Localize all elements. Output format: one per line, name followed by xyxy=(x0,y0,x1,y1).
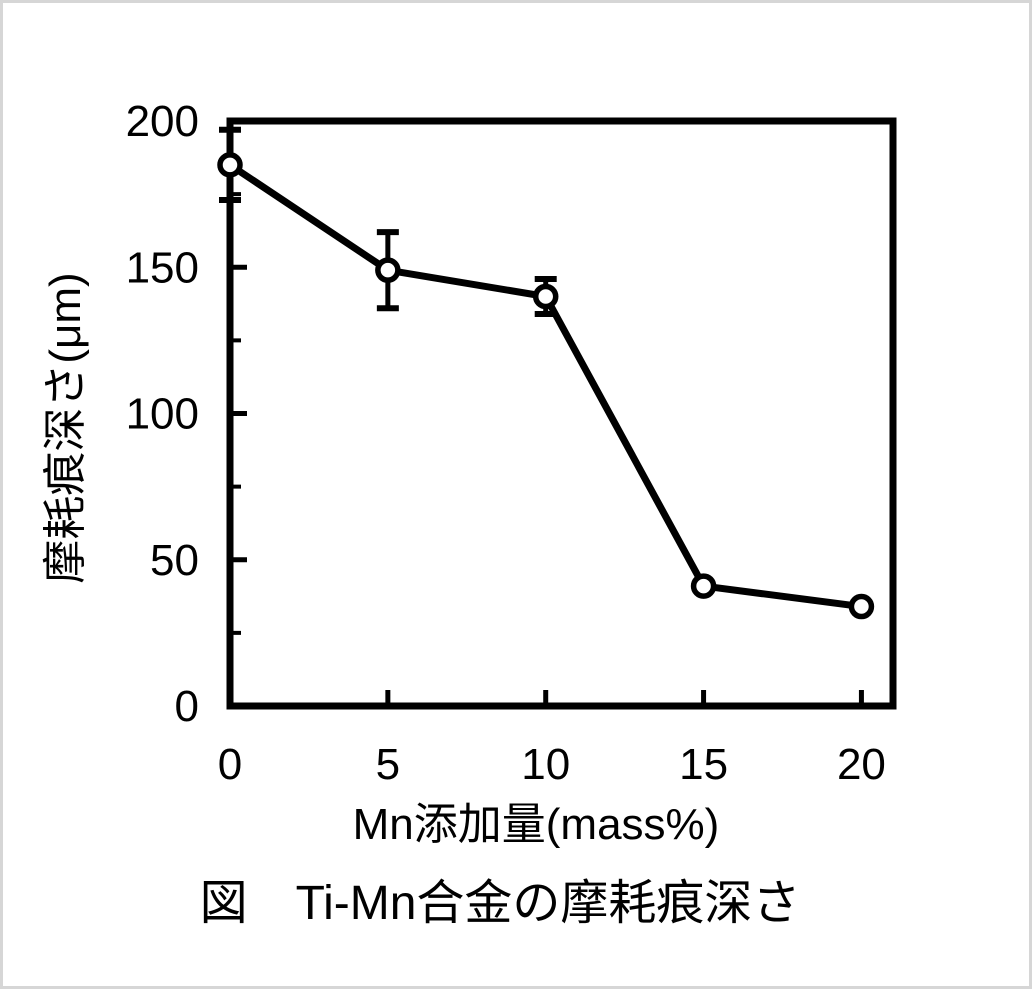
y-tick-label: 200 xyxy=(126,97,199,146)
x-tick-label: 20 xyxy=(837,740,886,789)
figure-caption: 図 Ti-Mn合金の摩耗痕深さ xyxy=(199,877,801,930)
data-point-marker xyxy=(848,593,875,620)
plot-frame xyxy=(226,117,897,710)
y-tick-label: 0 xyxy=(175,682,199,731)
y-tick-label: 100 xyxy=(126,390,199,439)
y-axis-title: 摩耗痕深さ(μm) xyxy=(41,272,90,584)
x-tick-label: 10 xyxy=(521,740,570,789)
x-tick-label: 0 xyxy=(218,740,242,789)
data-point-marker xyxy=(690,573,717,599)
y-tick-label: 150 xyxy=(126,243,199,292)
data-line xyxy=(228,161,862,611)
data-point-marker xyxy=(217,152,243,178)
x-tick-label: 15 xyxy=(679,740,728,789)
data-point-marker xyxy=(532,283,559,310)
data-point-marker xyxy=(375,257,401,283)
line-chart: 0 50 100 150 200 0 5 10 15 20 xyxy=(126,97,897,789)
y-tick-label: 50 xyxy=(150,536,199,585)
x-axis-title: Mn添加量(mass%) xyxy=(352,800,720,849)
x-tick-label: 5 xyxy=(376,740,400,789)
